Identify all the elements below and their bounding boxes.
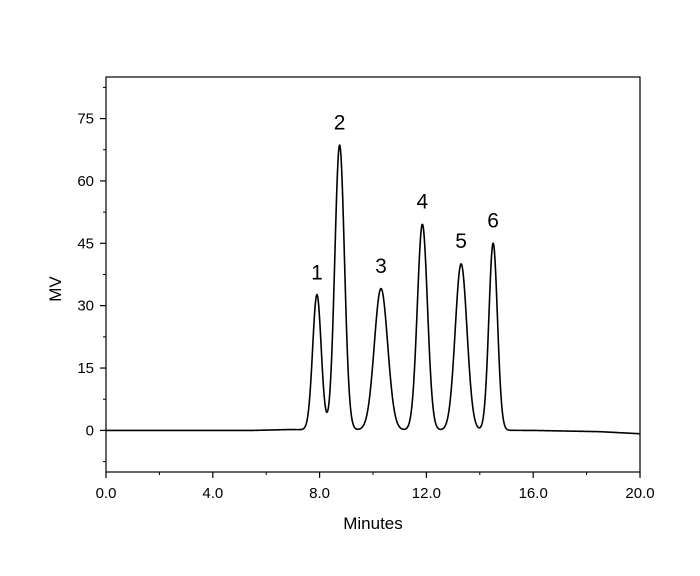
plot-frame — [105, 76, 641, 473]
y-tick-label: 30 — [77, 298, 94, 315]
peak-label-1: 1 — [311, 261, 323, 284]
peak-label-2: 2 — [334, 112, 346, 135]
y-axis-title: MV — [46, 276, 65, 302]
peak-label-6: 6 — [487, 209, 499, 232]
y-tick-label: 75 — [77, 111, 94, 128]
x-tick-label: 8.0 — [309, 485, 330, 502]
chromatogram-trace — [105, 144, 641, 435]
y-axis: 0 15 30 45 60 75 — [77, 86, 106, 463]
x-tick-label: 0.0 — [96, 485, 117, 502]
x-tick-label: 4.0 — [202, 485, 223, 502]
x-tick-label: 12.0 — [412, 485, 441, 502]
peak-label-4: 4 — [417, 191, 429, 214]
y-tick-label: 0 — [86, 422, 94, 439]
x-axis-title: Minutes — [343, 514, 403, 533]
peak-label-3: 3 — [375, 255, 387, 278]
x-axis: 0.0 4.0 8.0 12.0 16.0 20.0 — [96, 472, 655, 502]
y-tick-label: 15 — [77, 360, 94, 377]
peak-labels: 1 2 3 4 56 — [311, 112, 499, 285]
x-tick-label: 20.0 — [625, 485, 654, 502]
y-tick-label: 45 — [77, 235, 94, 252]
y-tick-label: 60 — [77, 173, 94, 190]
peak-label-5: 5 — [455, 230, 467, 253]
x-tick-label: 16.0 — [519, 485, 548, 502]
